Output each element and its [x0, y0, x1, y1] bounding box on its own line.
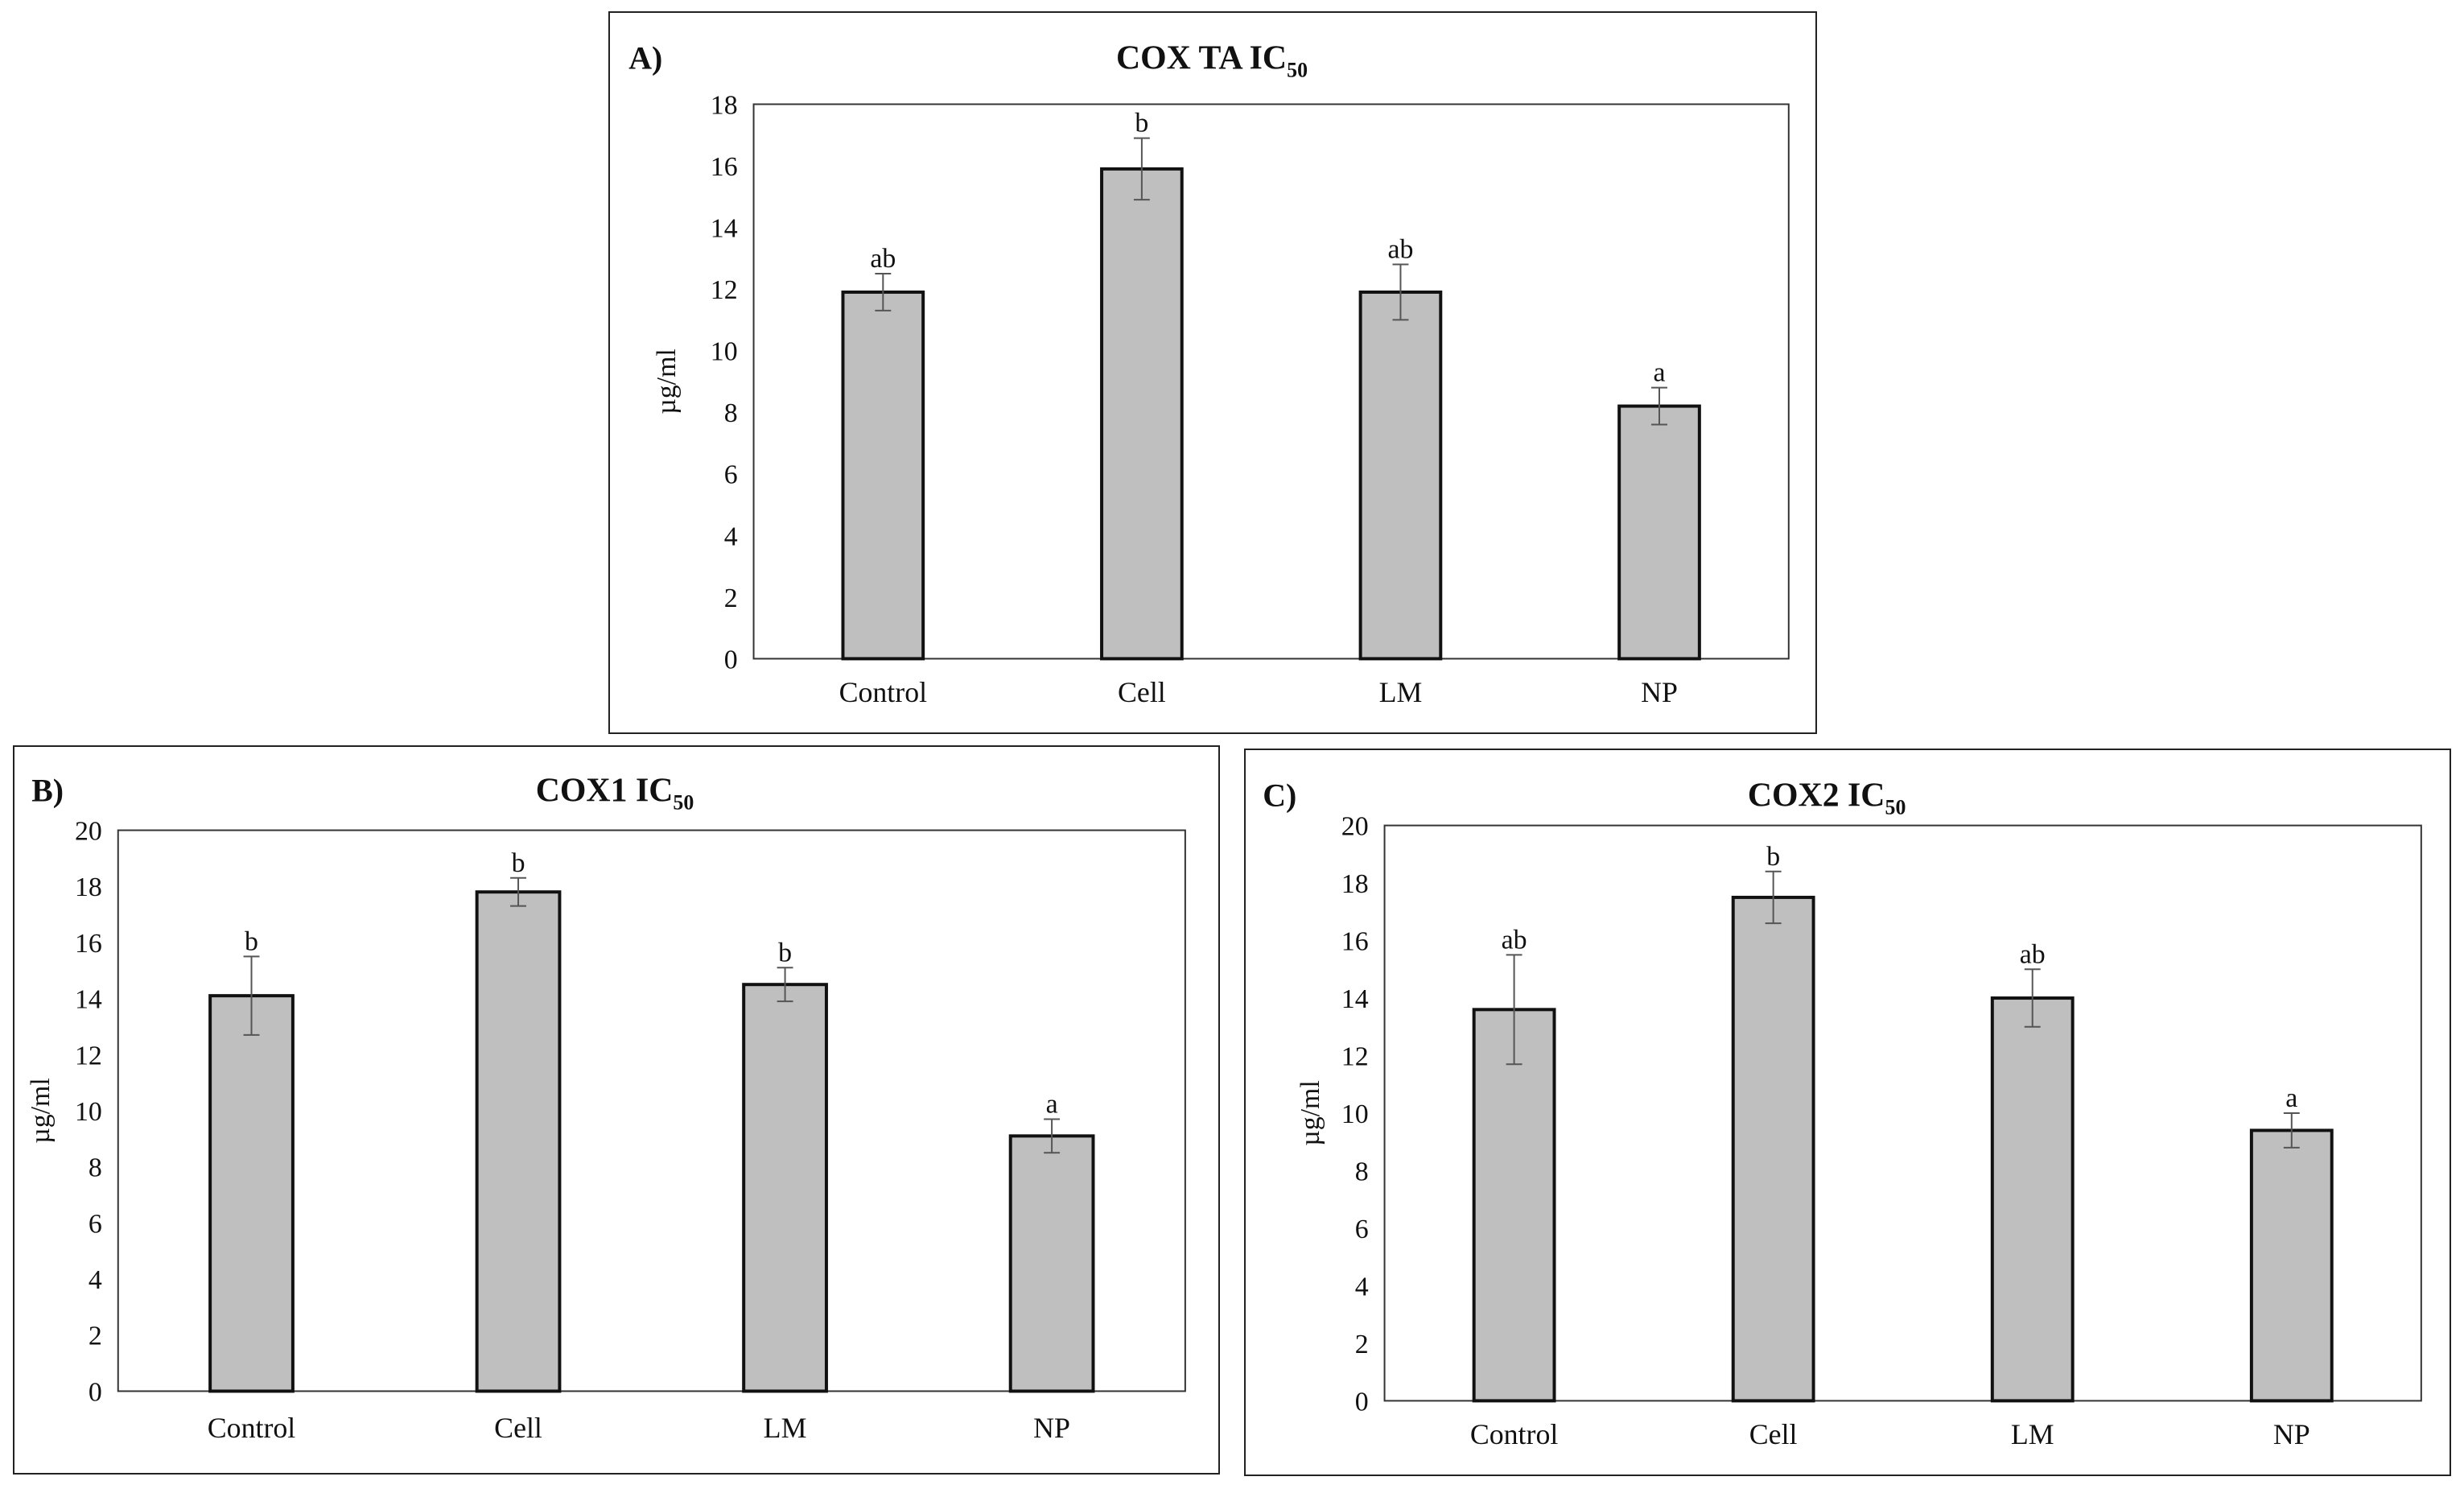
panel-label: B)	[31, 773, 64, 809]
chart-panel-a: A) COX TA IC50 µg/ml 0 2 4 6 8 10 12 14 16 18 ab Contr…	[608, 11, 1817, 734]
significance-label: b	[1135, 109, 1148, 138]
y-axis-label: µg/ml	[652, 349, 682, 415]
chart-a-svg: A) COX TA IC50µg/ml024681012141618abContr…	[628, 40, 1790, 708]
y-tick-label: 16	[1341, 926, 1369, 956]
y-axis-label: µg/ml	[1296, 1080, 1325, 1146]
y-tick-label: 4	[89, 1265, 102, 1295]
significance-label: ab	[1387, 235, 1413, 265]
y-tick-label: 10	[1341, 1099, 1369, 1129]
y-tick-label: 18	[1341, 869, 1369, 899]
x-tick-label: Cell	[1118, 676, 1166, 708]
y-tick-label: 2	[1355, 1330, 1369, 1359]
significance-label: b	[245, 926, 258, 956]
x-tick-label: NP	[1033, 1412, 1070, 1444]
bar	[208, 994, 295, 1393]
y-tick-label: 16	[711, 152, 738, 182]
y-axis-label: µg/ml	[26, 1078, 56, 1144]
chart-panel-b: B) COX1 IC50 µg/ml 0 2 4 6 8 10 12 14 16 18 20 b Contro…	[13, 745, 1220, 1475]
y-tick-label: 8	[1355, 1157, 1369, 1186]
y-tick-label: 14	[1341, 984, 1369, 1014]
plot-area	[752, 103, 1790, 660]
panel-label: A)	[628, 41, 662, 76]
panel-label: C)	[1263, 778, 1296, 814]
significance-label: ab	[1502, 925, 1527, 955]
chart-title: COX1 IC50	[536, 773, 694, 815]
x-tick-label: LM	[2011, 1418, 2054, 1450]
y-tick-label: 20	[1341, 812, 1369, 842]
y-tick-label: 10	[75, 1097, 102, 1127]
y-tick-label: 6	[1355, 1215, 1369, 1244]
bar	[1731, 895, 1815, 1403]
y-tick-label: 2	[724, 584, 738, 613]
x-tick-label: NP	[2273, 1418, 2310, 1450]
y-tick-label: 0	[1355, 1387, 1369, 1417]
bar	[841, 290, 925, 661]
chart-title: COX2 IC50	[1748, 777, 1906, 819]
bar	[1617, 404, 1701, 661]
chart-title-text: COX TA IC	[1116, 40, 1287, 77]
chart-title-text: COX2 IC	[1748, 777, 1885, 815]
x-tick-label: Control	[839, 676, 928, 708]
y-tick-label: 2	[89, 1322, 102, 1351]
x-tick-label: LM	[1379, 676, 1423, 708]
significance-label: ab	[870, 244, 896, 274]
bar	[2249, 1128, 2334, 1403]
y-tick-label: 18	[75, 872, 102, 902]
y-tick-label: 16	[75, 929, 102, 959]
y-tick-label: 12	[1341, 1041, 1369, 1071]
significance-label: a	[1654, 358, 1666, 388]
plot-area	[117, 829, 1186, 1392]
y-tick-label: 0	[89, 1377, 102, 1407]
chart-title: COX TA IC50	[1116, 40, 1308, 82]
y-tick-label: 14	[75, 985, 102, 1015]
chart-title-text: COX1 IC	[536, 773, 674, 810]
chart-title-subscript: 50	[1885, 796, 1906, 819]
y-tick-label: 4	[1355, 1272, 1369, 1301]
y-tick-label: 12	[711, 275, 738, 305]
y-tick-label: 6	[724, 460, 738, 490]
bar	[1358, 290, 1443, 661]
significance-label: a	[1046, 1089, 1058, 1119]
significance-label: b	[512, 848, 525, 878]
bar	[1990, 996, 2075, 1403]
x-tick-label: LM	[764, 1412, 807, 1444]
bar	[1008, 1134, 1095, 1393]
bar	[475, 890, 562, 1393]
chart-panel-c: C) COX2 IC50 µg/ml 0 2 4 6 8 10 12 14 16 18 20 ab Contr…	[1244, 749, 2451, 1476]
plot-area	[1383, 824, 2422, 1402]
x-tick-label: Cell	[494, 1412, 542, 1444]
significance-label: a	[2285, 1083, 2297, 1113]
significance-label: ab	[2020, 939, 2046, 969]
x-tick-label: Control	[1470, 1418, 1559, 1450]
y-tick-label: 10	[711, 337, 738, 367]
significance-label: b	[778, 938, 792, 967]
bar	[1100, 167, 1184, 661]
y-tick-label: 0	[724, 645, 738, 674]
y-tick-label: 18	[711, 90, 738, 120]
y-tick-label: 12	[75, 1041, 102, 1070]
y-tick-label: 14	[711, 214, 738, 244]
bar	[742, 983, 828, 1393]
y-tick-label: 8	[89, 1153, 102, 1183]
significance-label: b	[1766, 842, 1780, 872]
y-tick-label: 8	[724, 398, 738, 428]
y-tick-label: 20	[75, 816, 102, 846]
bar	[1472, 1008, 1556, 1403]
chart-c-svg: C) COX2 IC50µg/ml02468101214161820abContr…	[1263, 777, 2422, 1450]
x-tick-label: Cell	[1749, 1418, 1798, 1450]
x-tick-label: Control	[208, 1412, 296, 1444]
chart-title-subscript: 50	[1287, 59, 1308, 82]
chart-b-svg: B) COX1 IC50 µg/ml 0 2 4 6 8 10 12 14 16 18 20 b Contro…	[26, 773, 1186, 1444]
x-tick-label: NP	[1641, 676, 1678, 708]
y-tick-label: 4	[724, 522, 738, 551]
y-tick-label: 6	[89, 1209, 102, 1239]
chart-title-subscript: 50	[673, 791, 694, 815]
